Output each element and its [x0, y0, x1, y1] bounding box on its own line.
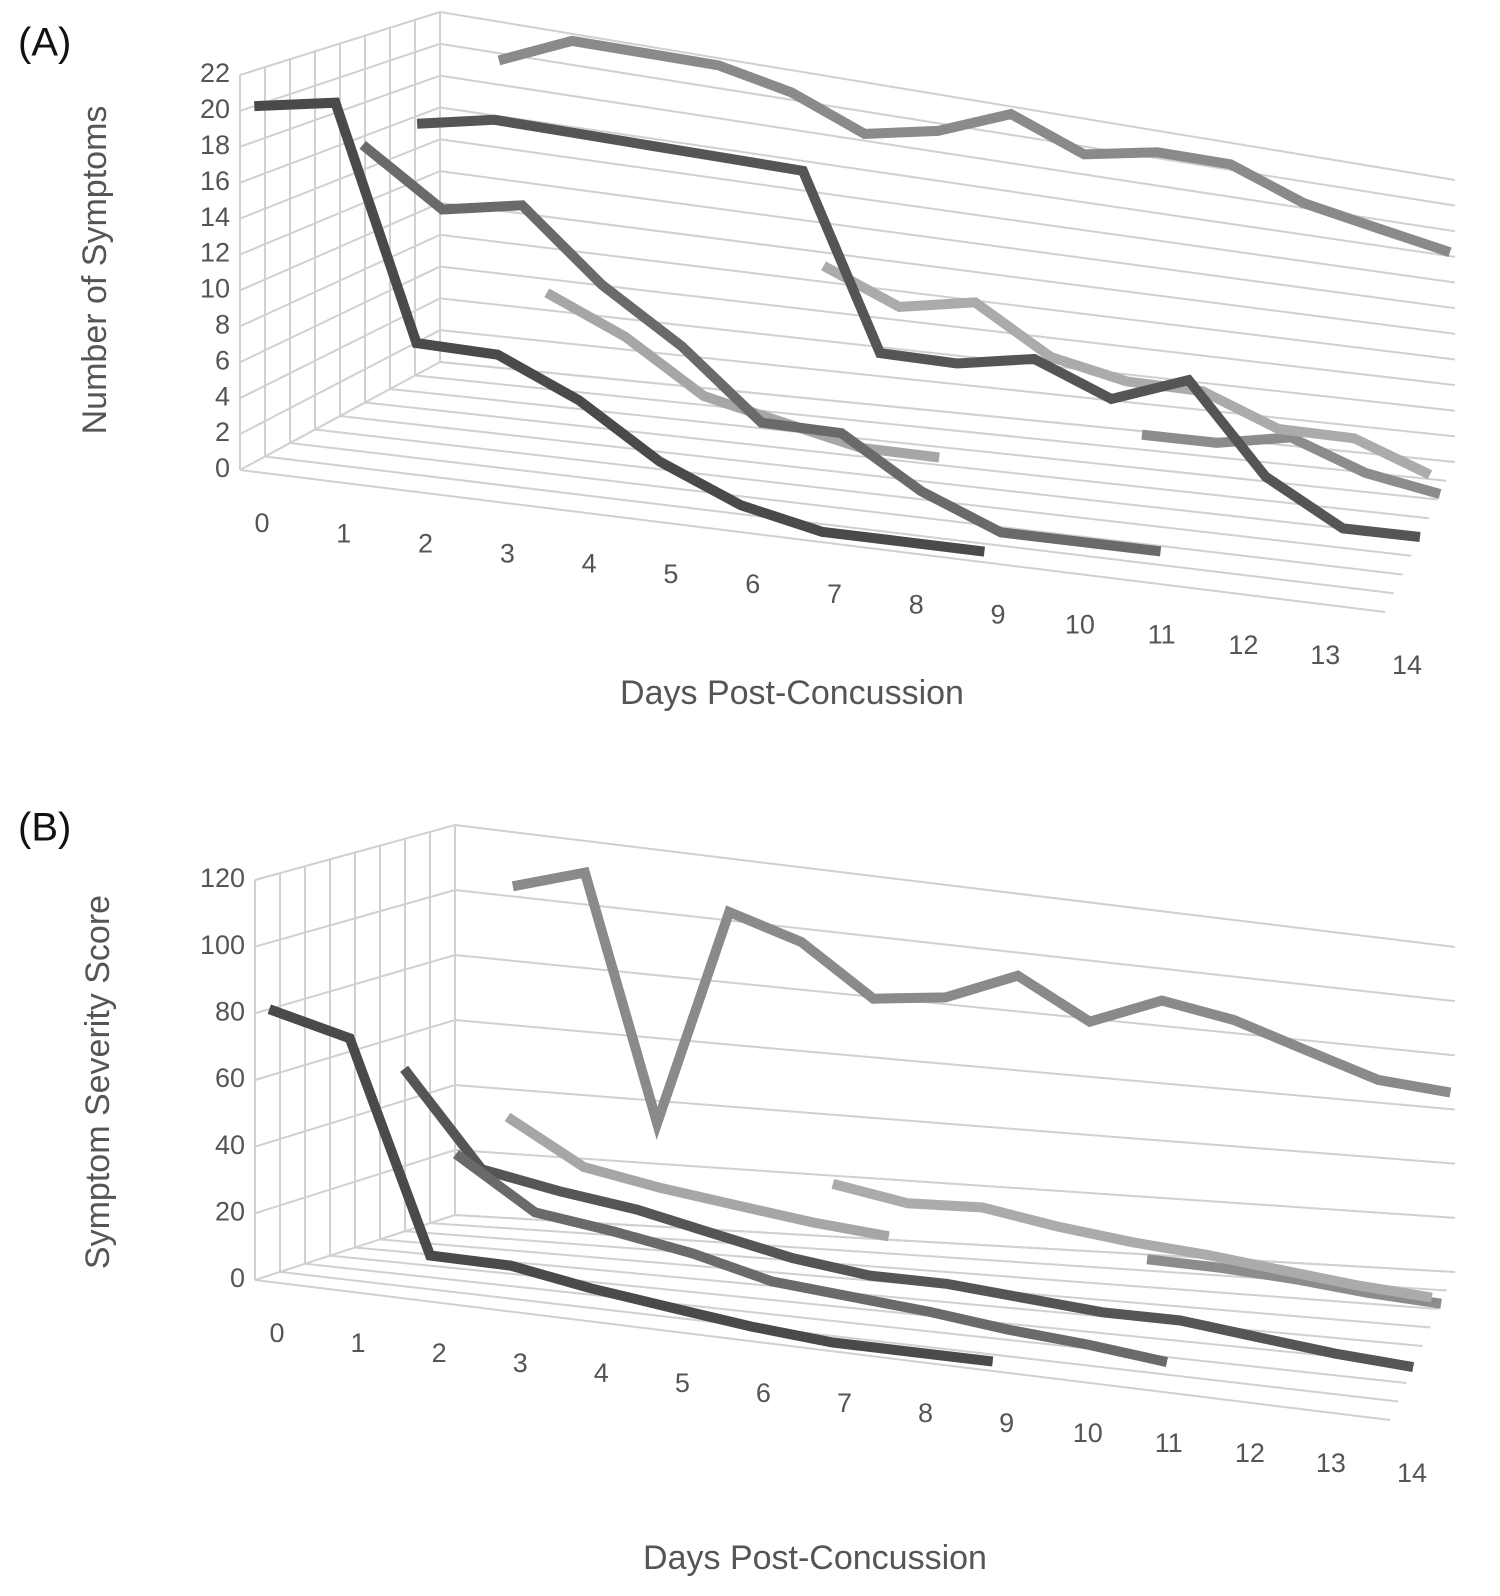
x-tick-label: 10	[1065, 610, 1095, 640]
series-line	[452, 1149, 1168, 1367]
floor-line	[389, 388, 1438, 501]
x-tick-label: 4	[594, 1358, 609, 1388]
floor-line	[439, 361, 1456, 463]
grid-line	[254, 823, 1456, 948]
x-tick-label: 0	[254, 508, 269, 538]
panel-label: (B)	[18, 806, 71, 850]
x-tick-label: 1	[336, 518, 351, 548]
x-tick-label: 5	[663, 559, 678, 589]
y-tick-label: 60	[215, 1063, 245, 1093]
series-line	[504, 1112, 890, 1242]
y-tick-label: 20	[200, 94, 230, 124]
series-line	[497, 35, 1452, 257]
series-line	[821, 261, 1433, 480]
x-tick-label: 2	[418, 528, 433, 558]
panel-label: (A)	[18, 21, 71, 65]
y-tick-label: 4	[215, 381, 230, 411]
y-tick-label: 14	[200, 202, 230, 232]
x-tick-label: 11	[1155, 1428, 1183, 1458]
y-tick-label: 20	[215, 1196, 245, 1226]
y-tick-label: 80	[215, 996, 245, 1026]
series-line	[1141, 429, 1442, 499]
series-line	[359, 141, 1162, 557]
x-tick-label: 0	[269, 1318, 284, 1348]
floor-line	[339, 415, 1421, 538]
x-tick-label: 11	[1148, 620, 1176, 650]
y-tick-label: 6	[215, 345, 230, 375]
y-tick-label: 8	[215, 309, 230, 339]
x-tick-label: 13	[1310, 640, 1340, 670]
x-tick-label: 8	[909, 589, 924, 619]
grid-line	[239, 297, 1456, 412]
floor-line	[239, 469, 1386, 613]
y-tick-label: 12	[200, 238, 230, 268]
grid-line	[254, 1148, 1456, 1219]
floor-line	[329, 1254, 1415, 1366]
series-line	[511, 866, 1452, 1140]
series-line	[416, 114, 1421, 542]
x-tick-label: 3	[500, 539, 515, 569]
series-line	[831, 1179, 1433, 1303]
x-tick-label: 7	[837, 1388, 852, 1418]
y-tick-label: 0	[230, 1263, 245, 1293]
y-tick-label: 100	[200, 930, 245, 960]
x-tick-label: 4	[582, 549, 597, 579]
x-tick-label: 6	[745, 569, 760, 599]
grid-line	[239, 10, 1456, 181]
y-tick-label: 22	[200, 58, 230, 88]
x-tick-label: 14	[1397, 1458, 1427, 1488]
floor-line	[414, 374, 1447, 482]
x-tick-label: 12	[1235, 1438, 1265, 1468]
y-tick-label: 18	[200, 130, 230, 160]
y-tick-label: 0	[215, 453, 230, 483]
y-axis-title: Number of Symptoms	[76, 106, 114, 435]
x-tick-label: 7	[827, 579, 842, 609]
grid-line	[239, 360, 1456, 471]
x-tick-label: 9	[999, 1408, 1014, 1438]
x-tick-label: 5	[675, 1368, 690, 1398]
x-tick-label: 14	[1392, 650, 1422, 680]
x-tick-label: 1	[351, 1328, 366, 1358]
floor-line	[314, 428, 1412, 557]
y-tick-label: 40	[215, 1130, 245, 1160]
x-axis-title: Days Post-Concussion	[643, 1539, 987, 1577]
floor-line	[454, 1214, 1456, 1273]
y-tick-label: 16	[200, 166, 230, 196]
x-tick-label: 3	[513, 1348, 528, 1378]
x-tick-label: 2	[432, 1338, 447, 1368]
series-line	[400, 1065, 1415, 1373]
floor-line	[264, 455, 1394, 595]
series-line	[1146, 1254, 1442, 1309]
floor-line	[254, 1279, 1391, 1421]
y-tick-label: 10	[200, 274, 230, 304]
floor-line	[364, 401, 1429, 520]
floor-line	[289, 442, 1403, 576]
x-tick-label: 8	[918, 1398, 933, 1428]
grid-line	[254, 1083, 1456, 1165]
floor-line	[404, 1230, 1439, 1310]
y-tick-label: 120	[200, 863, 245, 893]
y-tick-label: 2	[215, 417, 230, 447]
series-line	[254, 97, 986, 557]
series-line	[267, 1004, 994, 1367]
x-tick-label: 6	[756, 1378, 771, 1408]
x-tick-label: 13	[1316, 1448, 1346, 1478]
floor-line	[304, 1262, 1407, 1384]
grid-line	[239, 74, 1456, 233]
x-tick-label: 12	[1228, 630, 1258, 660]
x-tick-label: 9	[991, 599, 1006, 629]
floor-line	[279, 1270, 1399, 1403]
x-axis-title: Days Post-Concussion	[620, 674, 964, 712]
y-axis-title: Symptom Severity Score	[79, 895, 117, 1269]
x-tick-label: 10	[1073, 1418, 1103, 1448]
